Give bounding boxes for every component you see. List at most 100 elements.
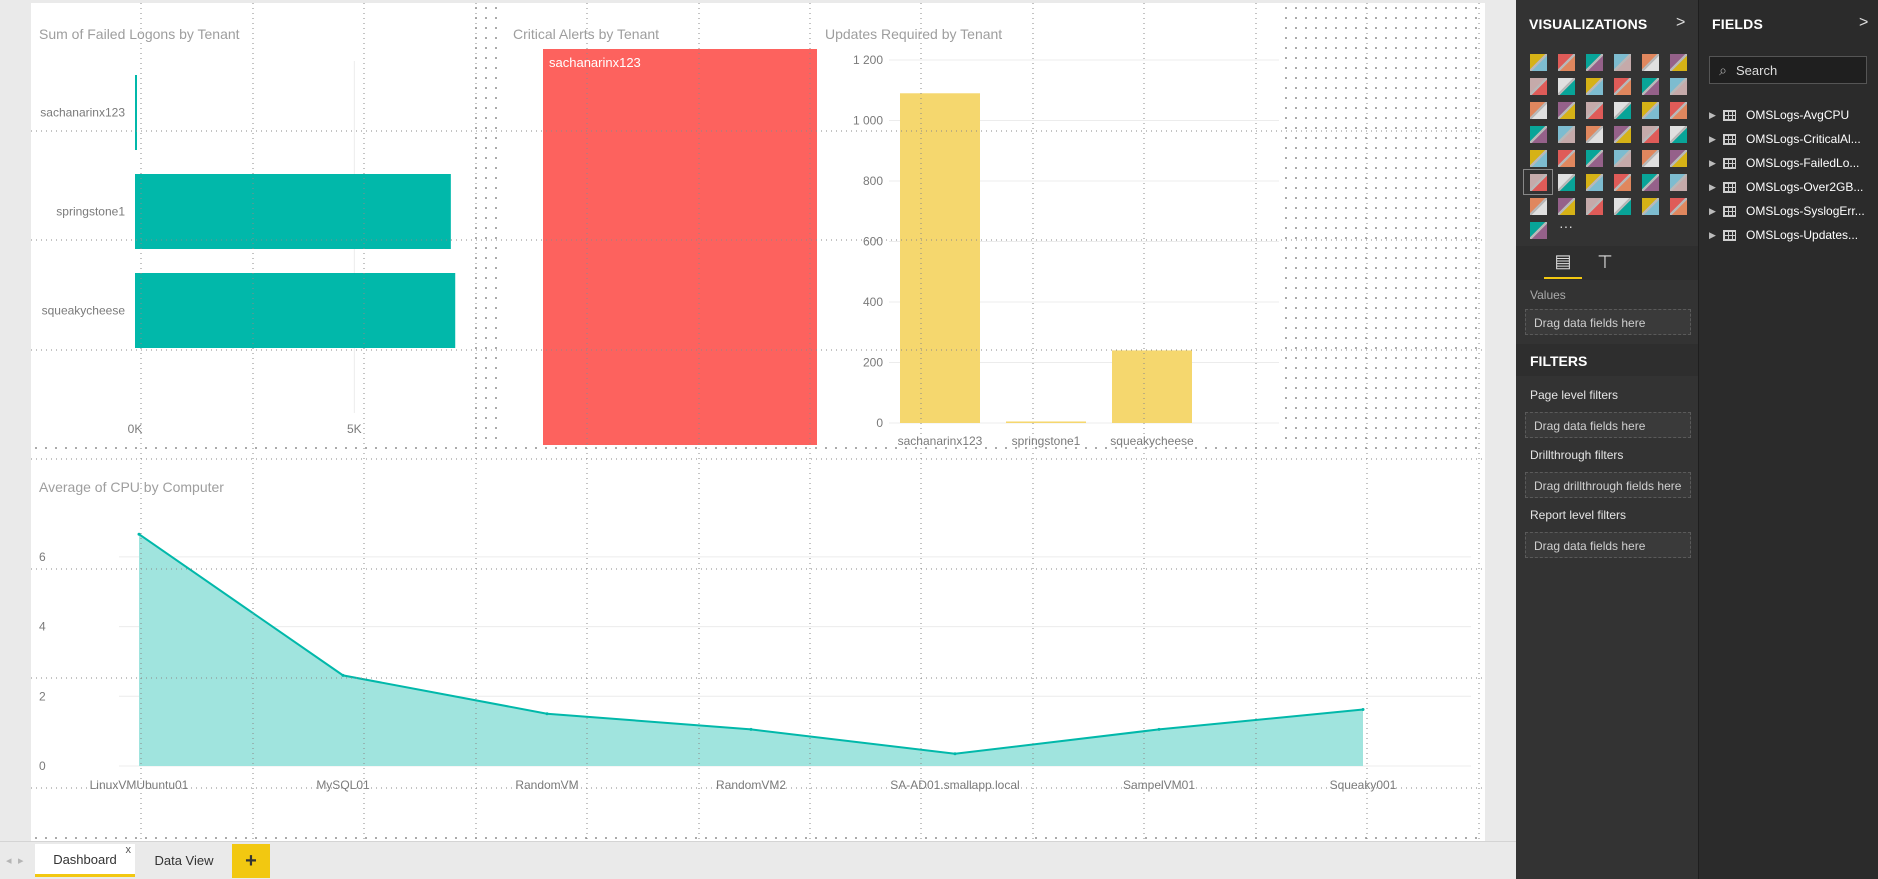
y-tick-label: 1 000 [853, 114, 883, 128]
histogram-icon[interactable] [1524, 194, 1552, 218]
expand-caret-icon[interactable]: ▶ [1709, 181, 1716, 192]
avg-cpu-visual[interactable]: Average of CPU by Computer 0 2 4 6 LinuxVMUb… [31, 456, 1485, 836]
boxplot-icon[interactable] [1580, 170, 1608, 194]
multirow-card-icon[interactable] [1636, 122, 1664, 146]
viz-icon-glyph [1529, 53, 1547, 71]
treemap-icon[interactable] [1636, 98, 1664, 122]
page-filters-well[interactable]: Drag data fields here [1525, 412, 1691, 438]
viz-icon-glyph [1557, 77, 1575, 95]
clustered-bar-icon[interactable] [1580, 50, 1608, 74]
r-visual-icon[interactable] [1608, 146, 1636, 170]
drillthrough-filters-well[interactable]: Drag drillthrough fields here [1525, 472, 1691, 498]
category-label: squeakycheese [1110, 434, 1194, 448]
pie-custom-icon[interactable] [1608, 170, 1636, 194]
expand-caret-icon[interactable]: ▶ [1709, 157, 1716, 168]
data-point [749, 727, 753, 731]
100-column-icon[interactable] [1664, 50, 1692, 74]
field-table-item[interactable]: ▶ OMSLogs-SyslogErr... [1709, 201, 1875, 221]
gauge-icon[interactable] [1580, 122, 1608, 146]
table-icon[interactable] [1552, 146, 1580, 170]
add-page-button[interactable]: + [232, 844, 270, 878]
matrix-icon[interactable] [1580, 146, 1608, 170]
scroll-left-icon[interactable]: ◂ [6, 855, 12, 867]
expand-caret-icon[interactable]: ▶ [1709, 109, 1716, 120]
tab-data-view[interactable]: Data View [140, 844, 228, 877]
bar [1112, 350, 1192, 423]
critical-alerts-visual[interactable]: Critical Alerts by Tenant sachanarinx123 [505, 3, 835, 447]
field-table-item[interactable]: ▶ OMSLogs-Updates... [1709, 225, 1875, 245]
mountain-icon[interactable] [1636, 170, 1664, 194]
fields-tab-icon[interactable]: ▤ [1544, 246, 1582, 279]
sankey-icon[interactable] [1636, 194, 1664, 218]
area-custom-icon[interactable] [1608, 194, 1636, 218]
report-filters-well[interactable]: Drag data fields here [1525, 532, 1691, 558]
expand-caret-icon[interactable]: ▶ [1709, 133, 1716, 144]
funnel-icon[interactable] [1552, 122, 1580, 146]
viz-icon-glyph [1669, 197, 1687, 215]
treemap-tile [543, 49, 834, 445]
category-label: SampelVM01 [1123, 778, 1195, 792]
bar [135, 174, 451, 249]
line-chart-icon[interactable] [1524, 74, 1552, 98]
area-fill [139, 534, 1363, 766]
field-table-item[interactable]: ▶ OMSLogs-AvgCPU [1709, 105, 1875, 125]
stacked-area-icon[interactable] [1580, 74, 1608, 98]
qa-icon[interactable] [1523, 169, 1553, 195]
viz-icon-glyph [1529, 173, 1547, 191]
field-table-item[interactable]: ▶ OMSLogs-CriticalAl... [1709, 129, 1875, 149]
ribbon-chart-icon[interactable] [1664, 74, 1692, 98]
data-point [1157, 727, 1161, 731]
100-bar-icon[interactable] [1636, 50, 1664, 74]
scatter-icon[interactable] [1552, 98, 1580, 122]
wordcloud-icon[interactable] [1664, 170, 1692, 194]
search-input[interactable] [1736, 62, 1856, 78]
field-table-item[interactable]: ▶ OMSLogs-Over2GB... [1709, 177, 1875, 197]
sparkline-icon[interactable] [1524, 218, 1552, 242]
chevron-right-icon[interactable]: > [1676, 14, 1686, 31]
fields-search-box[interactable]: ⌕ [1709, 56, 1867, 84]
area-chart-icon[interactable] [1552, 74, 1580, 98]
report-canvas[interactable]: Sum of Failed Logons by Tenant sachanari… [31, 3, 1485, 841]
map-icon[interactable] [1664, 98, 1692, 122]
line-column-icon[interactable] [1608, 74, 1636, 98]
clustered-column-icon[interactable] [1608, 50, 1636, 74]
updates-required-chart: 0 200 400 600 800 1 000 1 200 sachanarinx123 spr… [853, 53, 1279, 448]
radial-icon[interactable] [1580, 194, 1608, 218]
close-icon[interactable]: x [125, 844, 132, 856]
viz-icon-glyph [1557, 101, 1575, 119]
more-visuals-icon[interactable]: ··· [1552, 218, 1580, 242]
tile-label: sachanarinx123 [549, 55, 641, 70]
values-drop-well[interactable]: Drag data fields here [1525, 309, 1691, 335]
stacked-column-icon[interactable] [1552, 50, 1580, 74]
visual-title: Sum of Failed Logons by Tenant [39, 26, 240, 42]
custom-bars-icon[interactable] [1664, 146, 1692, 170]
donut-chart-icon[interactable] [1608, 98, 1636, 122]
line-clustered-icon[interactable] [1636, 74, 1664, 98]
slicer-icon[interactable] [1524, 146, 1552, 170]
tab-dashboard[interactable]: Dashboard x [35, 844, 135, 877]
chevron-right-icon[interactable]: > [1859, 14, 1869, 31]
heatmap-icon[interactable] [1664, 194, 1692, 218]
expand-caret-icon[interactable]: ▶ [1709, 229, 1716, 240]
globe-icon[interactable] [1636, 146, 1664, 170]
custom-visual-icon[interactable] [1552, 170, 1580, 194]
updates-required-visual[interactable]: Updates Required by Tenant 0 200 400 600 800… [817, 3, 1279, 448]
filled-map-icon[interactable] [1524, 122, 1552, 146]
viz-icon-glyph [1557, 125, 1575, 143]
format-paint-roller-icon[interactable]: ⊤ [1597, 252, 1613, 272]
page-filters-label: Page level filters [1530, 388, 1619, 402]
scroll-right-icon[interactable]: ▸ [18, 855, 24, 867]
bullet-icon[interactable] [1552, 194, 1580, 218]
card-icon[interactable] [1608, 122, 1636, 146]
data-point [1361, 708, 1365, 712]
viz-icon-glyph [1641, 173, 1659, 191]
y-tick-label: 0 [39, 759, 46, 773]
stacked-bar-icon[interactable] [1524, 50, 1552, 74]
field-table-item[interactable]: ▶ OMSLogs-FailedLo... [1709, 153, 1875, 173]
pie-chart-icon[interactable] [1580, 98, 1608, 122]
table-name: OMSLogs-AvgCPU [1746, 108, 1850, 122]
expand-caret-icon[interactable]: ▶ [1709, 205, 1716, 216]
waterfall-icon[interactable] [1524, 98, 1552, 122]
failed-logons-visual[interactable]: Sum of Failed Logons by Tenant sachanari… [31, 3, 471, 447]
kpi-icon[interactable] [1664, 122, 1692, 146]
